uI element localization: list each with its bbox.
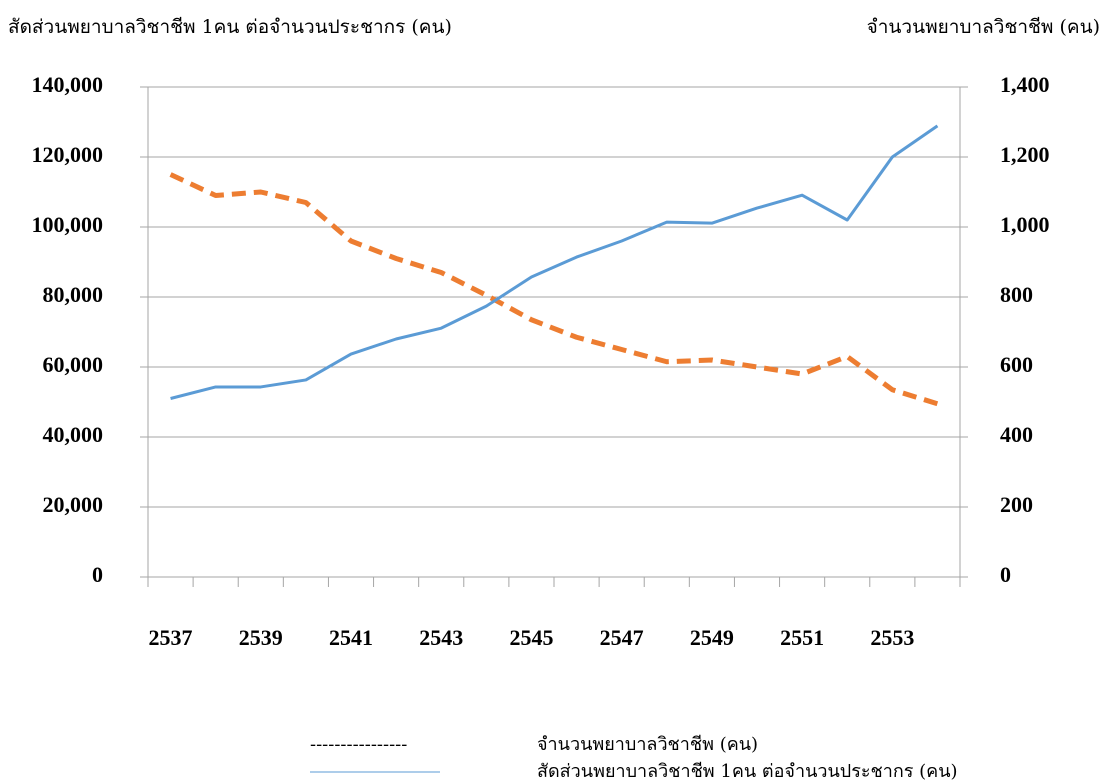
series-line <box>170 124 939 400</box>
x-tick-label: 2541 <box>329 625 373 650</box>
x-tick-label: 2551 <box>780 625 824 650</box>
x-tick-label: 2549 <box>690 625 734 650</box>
y-tick-label: 100,000 <box>32 212 104 237</box>
y-tick-label: 80,000 <box>43 282 104 307</box>
y2-axis-title: จำนวนพยาบาลวิชาชีพ (คน) <box>867 16 1100 38</box>
y2-tick-label: 0 <box>1000 562 1011 587</box>
legend-label: จำนวนพยาบาลวิชาชีพ (คน) <box>537 734 758 755</box>
x-tick-label: 2543 <box>419 625 463 650</box>
y-tick-label: 20,000 <box>43 492 104 517</box>
x-tick-label: 2539 <box>239 625 283 650</box>
y-axis-title: สัดส่วนพยาบาลวิชาชีพ 1คน ต่อจำนวนประชากร… <box>8 16 452 38</box>
y2-tick-label: 800 <box>1000 282 1033 307</box>
y-tick-label: 40,000 <box>43 422 104 447</box>
y2-tick-label: 200 <box>1000 492 1033 517</box>
legend-label: สัดส่วนพยาบาลวิชาชีพ 1คน ต่อจำนวนประชากร… <box>537 761 958 782</box>
x-tick-label: 2545 <box>509 625 553 650</box>
y-tick-label: 60,000 <box>43 352 104 377</box>
y-tick-label: 120,000 <box>32 142 104 167</box>
x-tick-label: 2553 <box>870 625 914 650</box>
legend-marker: ---------------- <box>310 734 407 755</box>
y-tick-label: 0 <box>92 562 103 587</box>
y-tick-label: 140,000 <box>32 72 104 97</box>
y2-tick-label: 1,400 <box>1000 72 1050 97</box>
series-line <box>169 172 939 407</box>
y2-tick-label: 1,200 <box>1000 142 1050 167</box>
y2-tick-label: 600 <box>1000 352 1033 377</box>
y2-tick-label: 1,000 <box>1000 212 1050 237</box>
x-tick-label: 2547 <box>600 625 644 650</box>
x-tick-label: 2537 <box>149 625 193 650</box>
y2-tick-label: 400 <box>1000 422 1033 447</box>
